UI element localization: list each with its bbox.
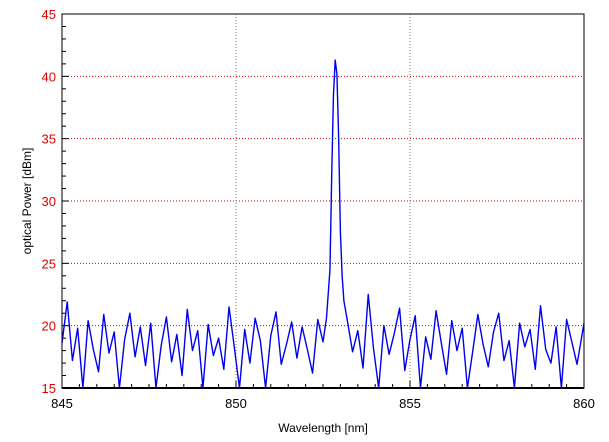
- y-tick-label: 45: [42, 7, 56, 22]
- y-tick-label: 15: [42, 381, 56, 396]
- x-axis-title: Wavelength [nm]: [278, 421, 368, 435]
- x-tick-labels: 845 850 855 860: [51, 396, 595, 411]
- spectrum-series-line: [61, 59, 585, 389]
- y-tick-label: 20: [42, 319, 56, 334]
- grid-layer: [62, 14, 584, 388]
- y-tick-label: 35: [42, 132, 56, 147]
- y-tick-label: 25: [42, 256, 56, 271]
- y-tick-labels: 15 20 25 30 35 40 45: [42, 7, 56, 396]
- x-tick-label: 860: [573, 396, 595, 411]
- x-tick-label: 855: [399, 396, 421, 411]
- series-layer: [61, 59, 585, 389]
- x-tick-label: 850: [225, 396, 247, 411]
- y-tick-label: 40: [42, 69, 56, 84]
- y-axis-title: optical Power [dBm]: [20, 148, 34, 255]
- x-tick-label: 845: [51, 396, 73, 411]
- y-tick-label: 30: [42, 194, 56, 209]
